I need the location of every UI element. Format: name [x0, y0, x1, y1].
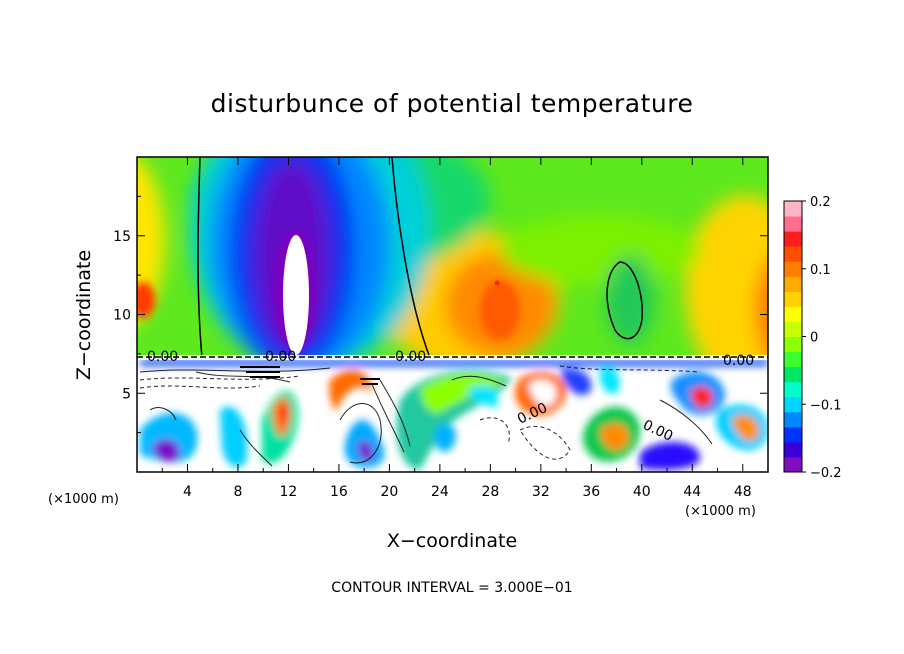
- colorbar-segment: [784, 261, 802, 277]
- upper-field: [137, 157, 768, 359]
- colorbar-segment: [784, 291, 802, 307]
- plot-area: 0.00 0.00 0.00 0.00 0.00 0.00: [137, 157, 768, 472]
- colorbar-segment: [784, 246, 802, 262]
- x-tick-label: 28: [481, 484, 499, 500]
- x-tick-label: 32: [532, 484, 550, 500]
- colorbar-segment: [784, 351, 802, 368]
- contour-interval-note: CONTOUR INTERVAL = 3.000E−01: [331, 580, 572, 596]
- colorbar: [783, 200, 803, 473]
- x-unit-left: (×1000 m): [48, 492, 119, 507]
- x-tick-label: 48: [734, 484, 752, 500]
- white-core: [283, 235, 309, 355]
- colorbar-segment: [784, 336, 802, 353]
- x-tick-label: 44: [683, 484, 701, 500]
- y-tick-label: 5: [122, 386, 131, 402]
- y-axis-ticks: 5 10 15: [113, 195, 768, 434]
- colorbar-tick-label: −0.2: [810, 466, 842, 481]
- colorbar-segment: [784, 276, 802, 292]
- colorbar-segment: [784, 411, 802, 428]
- colorbar-segment: [784, 216, 802, 232]
- x-tick-label: 4: [183, 484, 192, 500]
- colorbar-segment: [784, 381, 802, 398]
- contour-label: 0.00: [723, 353, 754, 369]
- chart-title: disturbunce of potential temperature: [211, 89, 694, 118]
- y-tick-label: 10: [113, 308, 131, 324]
- contour-label: 0.00: [147, 349, 178, 365]
- colorbar-segment: [784, 456, 802, 473]
- colorbar-segment: [784, 366, 802, 383]
- colorbar-ticks: 0.2 0.1 0 −0.1 −0.2: [802, 195, 842, 481]
- x-tick-label: 36: [582, 484, 600, 500]
- colorbar-segment: [784, 396, 802, 413]
- colorbar-tick-label: −0.1: [810, 398, 842, 413]
- colorbar-segment: [784, 306, 802, 322]
- colorbar-tick-label: 0: [810, 331, 818, 346]
- colorbar-segment: [784, 231, 802, 247]
- x-tick-label: 20: [380, 484, 398, 500]
- x-tick-label: 16: [330, 484, 348, 500]
- colorbar-segment: [784, 426, 802, 443]
- colorbar-tick-label: 0.1: [810, 263, 831, 278]
- x-axis-ticks: 4 8 12 16 20 24 28 32 36 40 44 48: [161, 157, 752, 500]
- y-axis-label: Z−coordinate: [73, 250, 95, 380]
- colorbar-segment: [784, 441, 802, 458]
- x-unit-right: (×1000 m): [685, 504, 756, 519]
- x-tick-label: 40: [633, 484, 651, 500]
- x-axis-label: X−coordinate: [387, 530, 517, 552]
- x-tick-label: 8: [233, 484, 242, 500]
- lower-field: [139, 360, 768, 470]
- colorbar-segment: [784, 201, 802, 217]
- y-tick-label: 15: [113, 229, 131, 245]
- contour-label: 0.00: [265, 349, 296, 365]
- x-tick-label: 24: [431, 484, 449, 500]
- x-tick-label: 12: [280, 484, 298, 500]
- contour-label: 0.00: [395, 349, 426, 365]
- colorbar-tick-label: 0.2: [810, 195, 831, 210]
- colorbar-segment: [784, 321, 802, 337]
